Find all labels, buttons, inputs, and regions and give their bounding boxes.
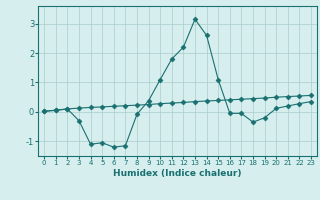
X-axis label: Humidex (Indice chaleur): Humidex (Indice chaleur) bbox=[113, 169, 242, 178]
